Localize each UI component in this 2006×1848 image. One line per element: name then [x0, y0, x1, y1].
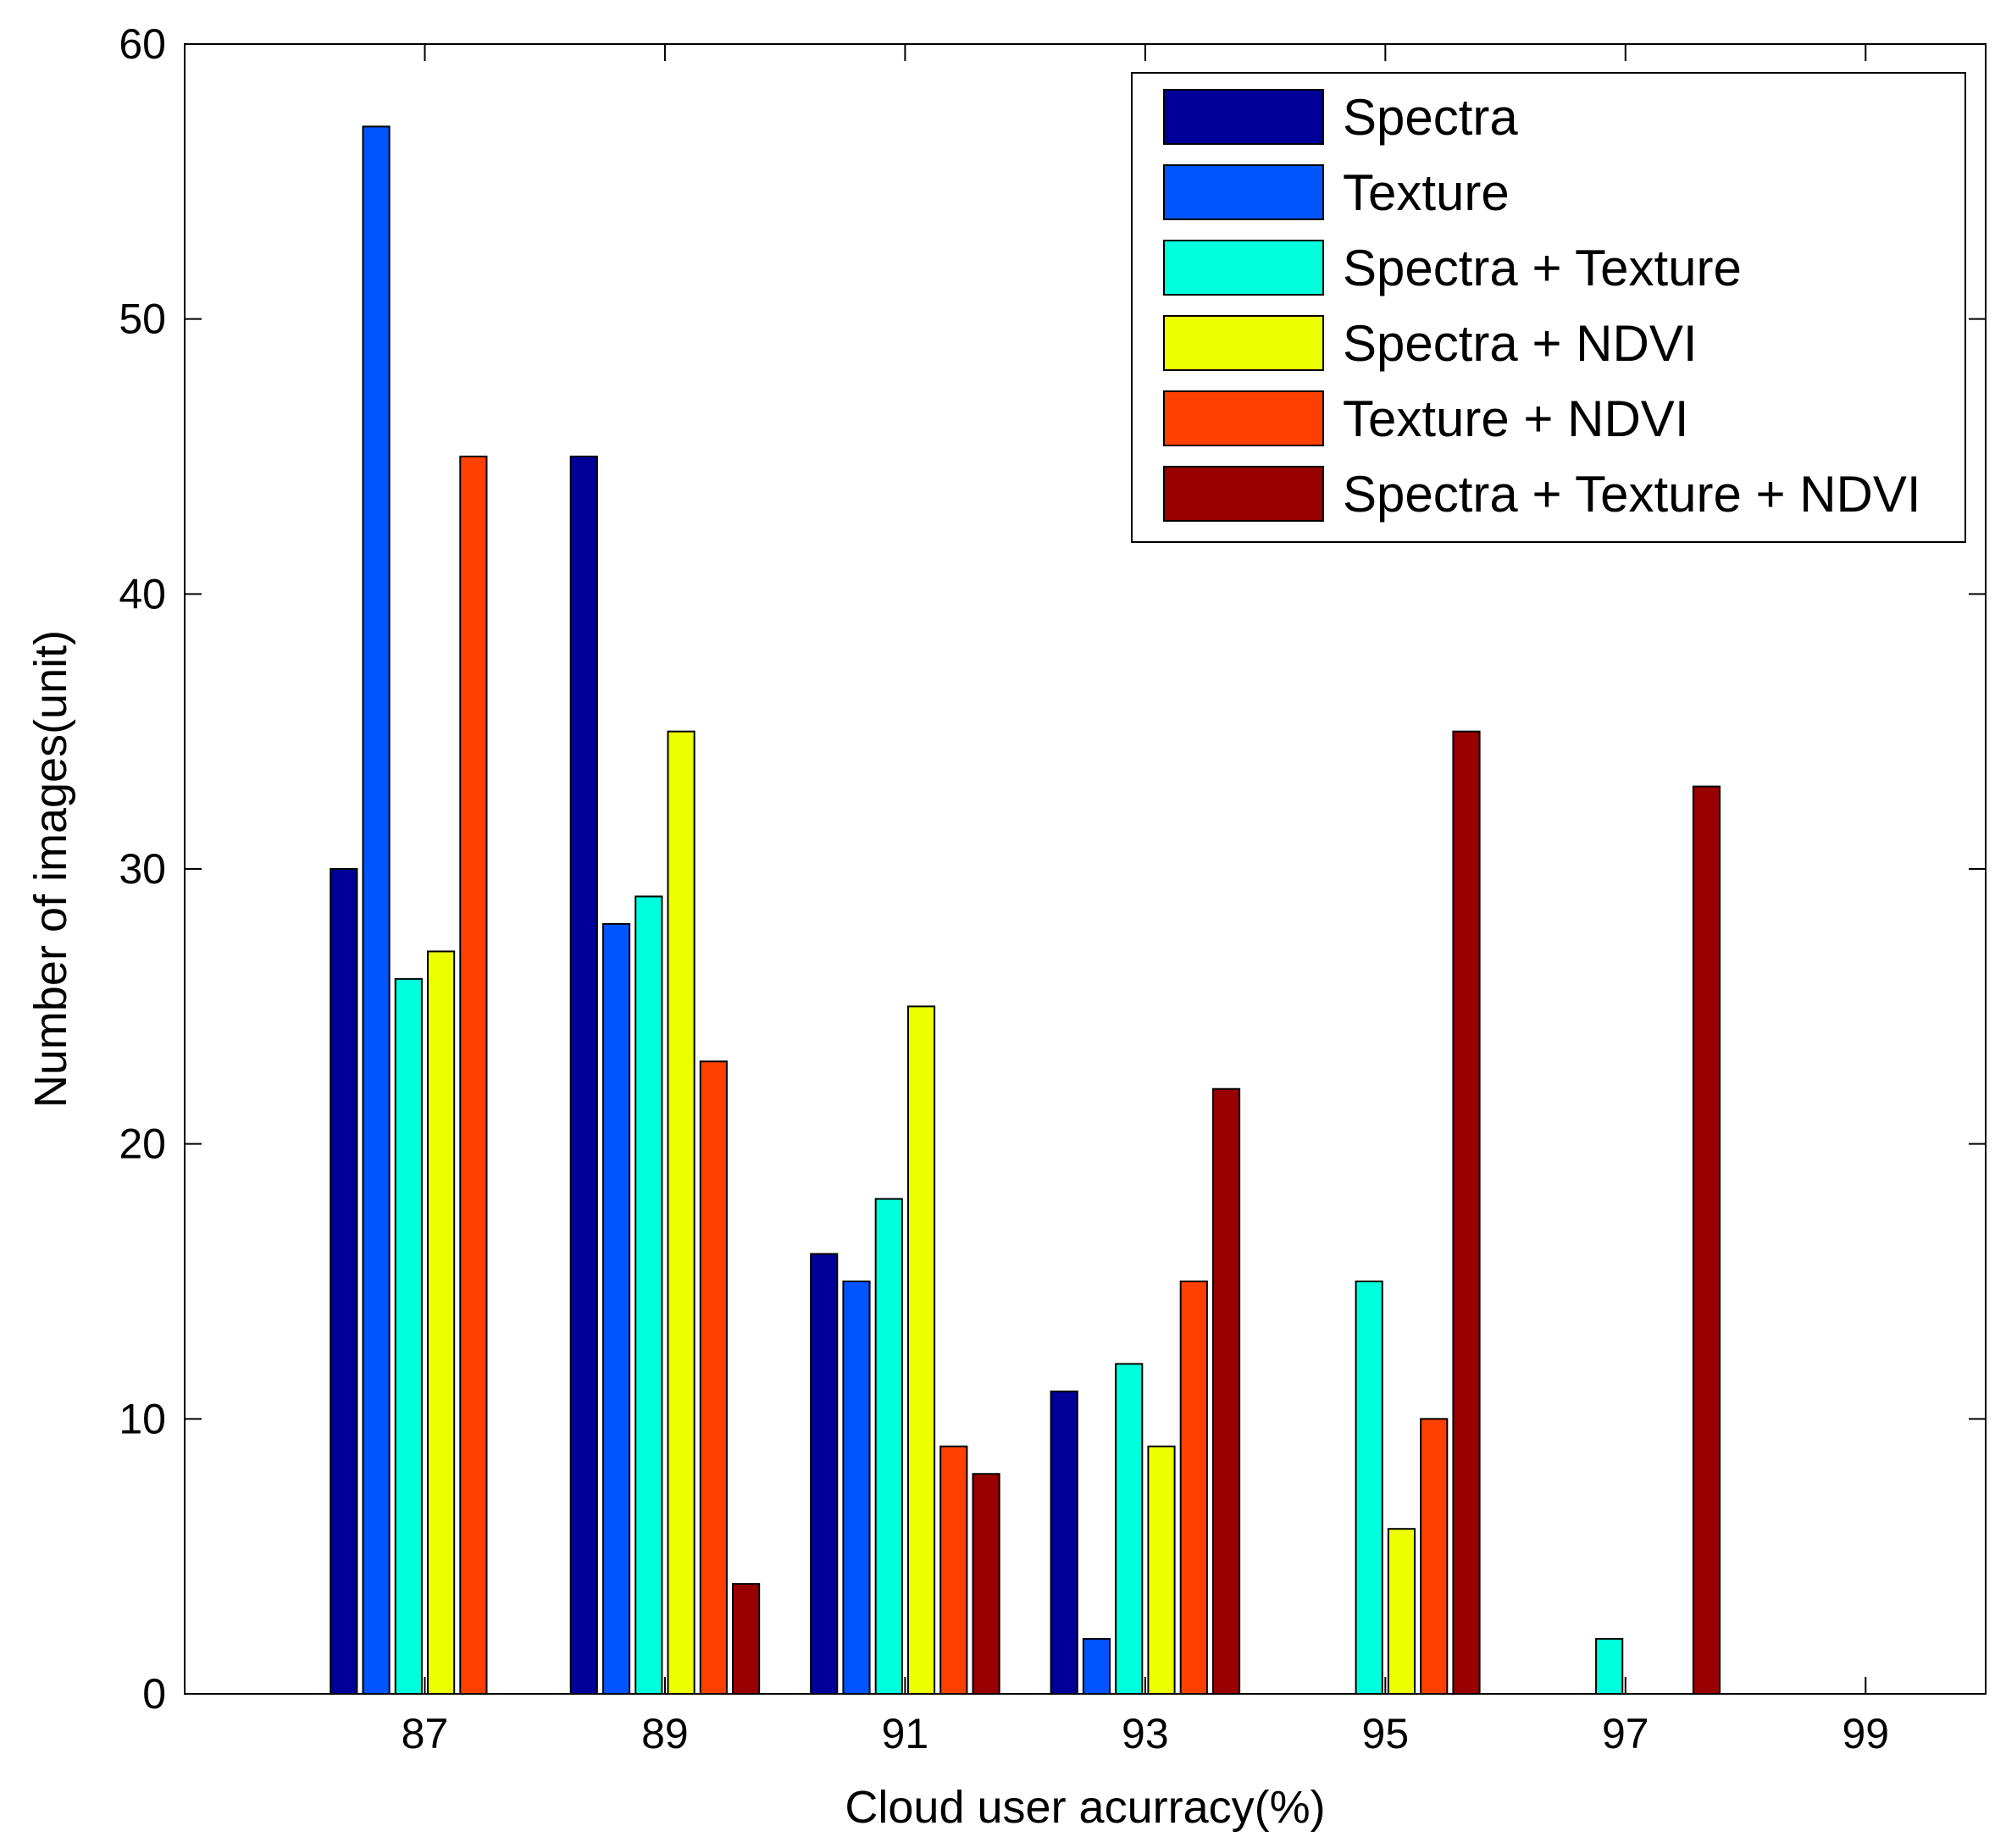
x-tick-label: 87	[402, 1710, 449, 1757]
bar-spectra-ndvi-91	[906, 1005, 936, 1696]
legend-label-spectra: Spectra	[1343, 89, 1518, 146]
x-tick-label: 89	[641, 1710, 689, 1757]
bar-spectra-89	[569, 456, 598, 1695]
legend-swatch-spectra-texture	[1163, 240, 1324, 296]
y-tick-label: 0	[142, 1670, 166, 1718]
legend-box	[1131, 72, 1966, 543]
x-tick-label: 93	[1122, 1710, 1169, 1757]
legend: Spectra Texture Spectra + Texture Spectra +…	[1131, 72, 1966, 543]
bar-spectra-91	[810, 1253, 839, 1695]
plot-frame	[184, 43, 1987, 1695]
y-tick-label: 50	[119, 296, 166, 343]
y-tick-label: 40	[119, 570, 166, 617]
legend-label-spectra-texture: Spectra + Texture	[1343, 240, 1742, 296]
legend-label-spectra-ndvi: Spectra + NDVI	[1343, 315, 1698, 372]
bar-texture-93	[1082, 1638, 1111, 1695]
bar-texture-87	[362, 125, 391, 1695]
bar-spectra-texture-ndvi-91	[972, 1473, 1000, 1696]
bar-spectra-ndvi-89	[667, 730, 695, 1696]
bar-spectra-ndvi-93	[1147, 1445, 1176, 1696]
x-axis-label: Cloud user acurracy(%)	[845, 1782, 1325, 1833]
legend-label-spectra-texture-ndvi: Spectra + Texture + NDVI	[1343, 466, 1921, 523]
y-axis-label: Number of images(unit)	[25, 630, 76, 1108]
bar-texture-ndvi-93	[1179, 1281, 1208, 1695]
bar-texture-ndvi-95	[1420, 1418, 1449, 1696]
y-tick-label: 60	[119, 20, 166, 68]
bar-spectra-texture-91	[874, 1198, 903, 1695]
bar-spectra-93	[1050, 1390, 1078, 1696]
legend-swatch-spectra-ndvi	[1163, 315, 1324, 371]
x-tick-label: 97	[1602, 1710, 1649, 1757]
axis-ticks	[185, 43, 1986, 1695]
bar-texture-89	[601, 922, 631, 1695]
y-tick-label: 10	[119, 1395, 166, 1442]
legend-label-texture: Texture	[1343, 164, 1510, 221]
y-tick-label: 30	[119, 845, 166, 893]
bar-spectra-87	[330, 868, 358, 1695]
bar-texture-ndvi-91	[939, 1445, 968, 1696]
bar-spectra-texture-ndvi-89	[732, 1583, 761, 1695]
bar-spectra-texture-95	[1355, 1281, 1383, 1695]
bar-texture-91	[842, 1281, 871, 1695]
bar-texture-ndvi-89	[699, 1060, 728, 1696]
tick-labels: 87 89 91 93 95 97 99 0 10 20 30 40 50 60	[119, 20, 1889, 1757]
bar-spectra-texture-93	[1115, 1363, 1144, 1696]
bar-spectra-ndvi-95	[1387, 1528, 1416, 1695]
x-tick-label: 95	[1362, 1710, 1410, 1757]
y-tick-label: 20	[119, 1120, 166, 1168]
legend-swatch-texture	[1163, 164, 1324, 220]
bar-spectra-texture-97	[1595, 1638, 1624, 1695]
legend-swatch-texture-ndvi	[1163, 390, 1324, 446]
bar-spectra-texture-ndvi-93	[1211, 1087, 1241, 1695]
bar-spectra-texture-ndvi-97	[1692, 785, 1721, 1695]
bar-spectra-texture-ndvi-95	[1452, 730, 1481, 1696]
bar-spectra-ndvi-87	[427, 950, 456, 1695]
legend-swatch-spectra	[1163, 89, 1324, 145]
legend-swatch-spectra-texture-ndvi	[1163, 466, 1324, 522]
bar-texture-ndvi-87	[459, 456, 488, 1695]
x-tick-label: 91	[882, 1710, 929, 1757]
bar-spectra-texture-87	[394, 977, 423, 1696]
x-tick-label: 99	[1842, 1710, 1889, 1757]
legend-label-texture-ndvi: Texture + NDVI	[1343, 390, 1689, 447]
bar-spectra-texture-89	[634, 895, 663, 1695]
